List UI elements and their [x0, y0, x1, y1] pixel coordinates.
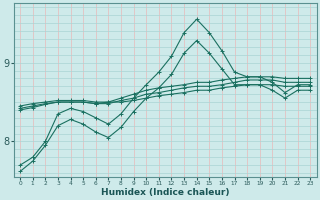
X-axis label: Humidex (Indice chaleur): Humidex (Indice chaleur)	[101, 188, 229, 197]
